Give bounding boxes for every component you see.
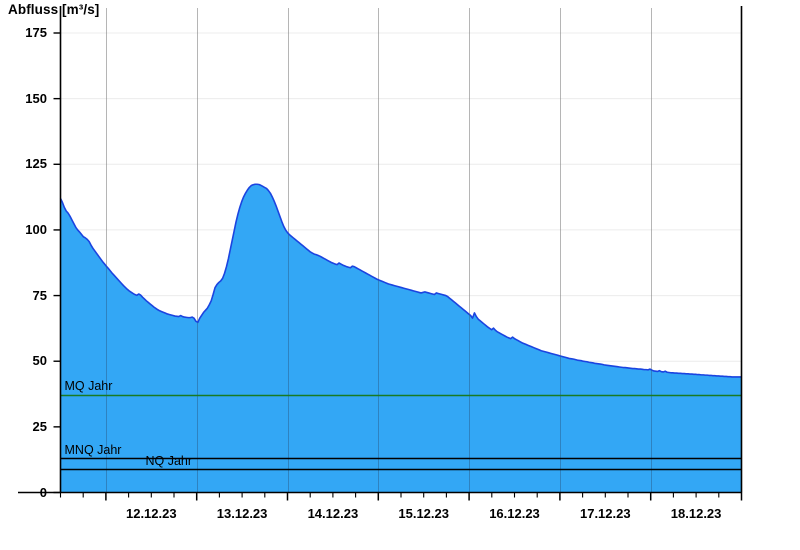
y-tick-label: 50 (32, 353, 47, 369)
y-tick-label: 125 (25, 156, 47, 172)
y-tick-label: 150 (25, 90, 47, 106)
discharge-area (60, 184, 742, 493)
y-tick-label: 0 (39, 484, 47, 500)
reference-lines (60, 394, 742, 471)
reference-label-mq-jahr: MQ Jahr (64, 379, 113, 394)
y-tick-label: 25 (32, 418, 47, 434)
chart-title: Abfluss [m³/s] (8, 2, 100, 17)
y-tick-label: 75 (32, 287, 47, 303)
x-tick-label: 15.12.23 (398, 505, 449, 521)
x-tick-label: 14.12.23 (307, 505, 359, 521)
y-tick-label: 100 (25, 221, 47, 237)
reference-label-nq-jahr: NQ Jahr (145, 453, 193, 468)
discharge-line (59, 183, 742, 378)
series-layer (59, 183, 742, 493)
x-tick-label: 18.12.23 (670, 505, 722, 521)
x-tick-label: 12.12.23 (125, 505, 177, 521)
reference-label-mnq-jahr: MNQ Jahr (64, 443, 122, 458)
y-tick-label: 175 (25, 25, 47, 40)
tick-marks (53, 32, 743, 501)
x-tick-label: 13.12.23 (216, 505, 268, 521)
axis-lines (18, 6, 743, 494)
x-tick-label: 16.12.23 (489, 505, 540, 521)
x-tick-label: 17.12.23 (579, 505, 631, 521)
